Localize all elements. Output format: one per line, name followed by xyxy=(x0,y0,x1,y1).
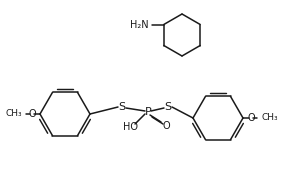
Text: O: O xyxy=(162,121,170,131)
Text: S: S xyxy=(164,102,172,112)
Text: P: P xyxy=(145,107,151,117)
Text: S: S xyxy=(118,102,126,112)
Text: CH₃: CH₃ xyxy=(261,113,278,122)
Text: HO: HO xyxy=(122,122,137,132)
Text: H₂N: H₂N xyxy=(130,20,149,29)
Text: CH₃: CH₃ xyxy=(5,109,22,119)
Text: O: O xyxy=(28,109,36,119)
Text: O: O xyxy=(247,113,255,123)
